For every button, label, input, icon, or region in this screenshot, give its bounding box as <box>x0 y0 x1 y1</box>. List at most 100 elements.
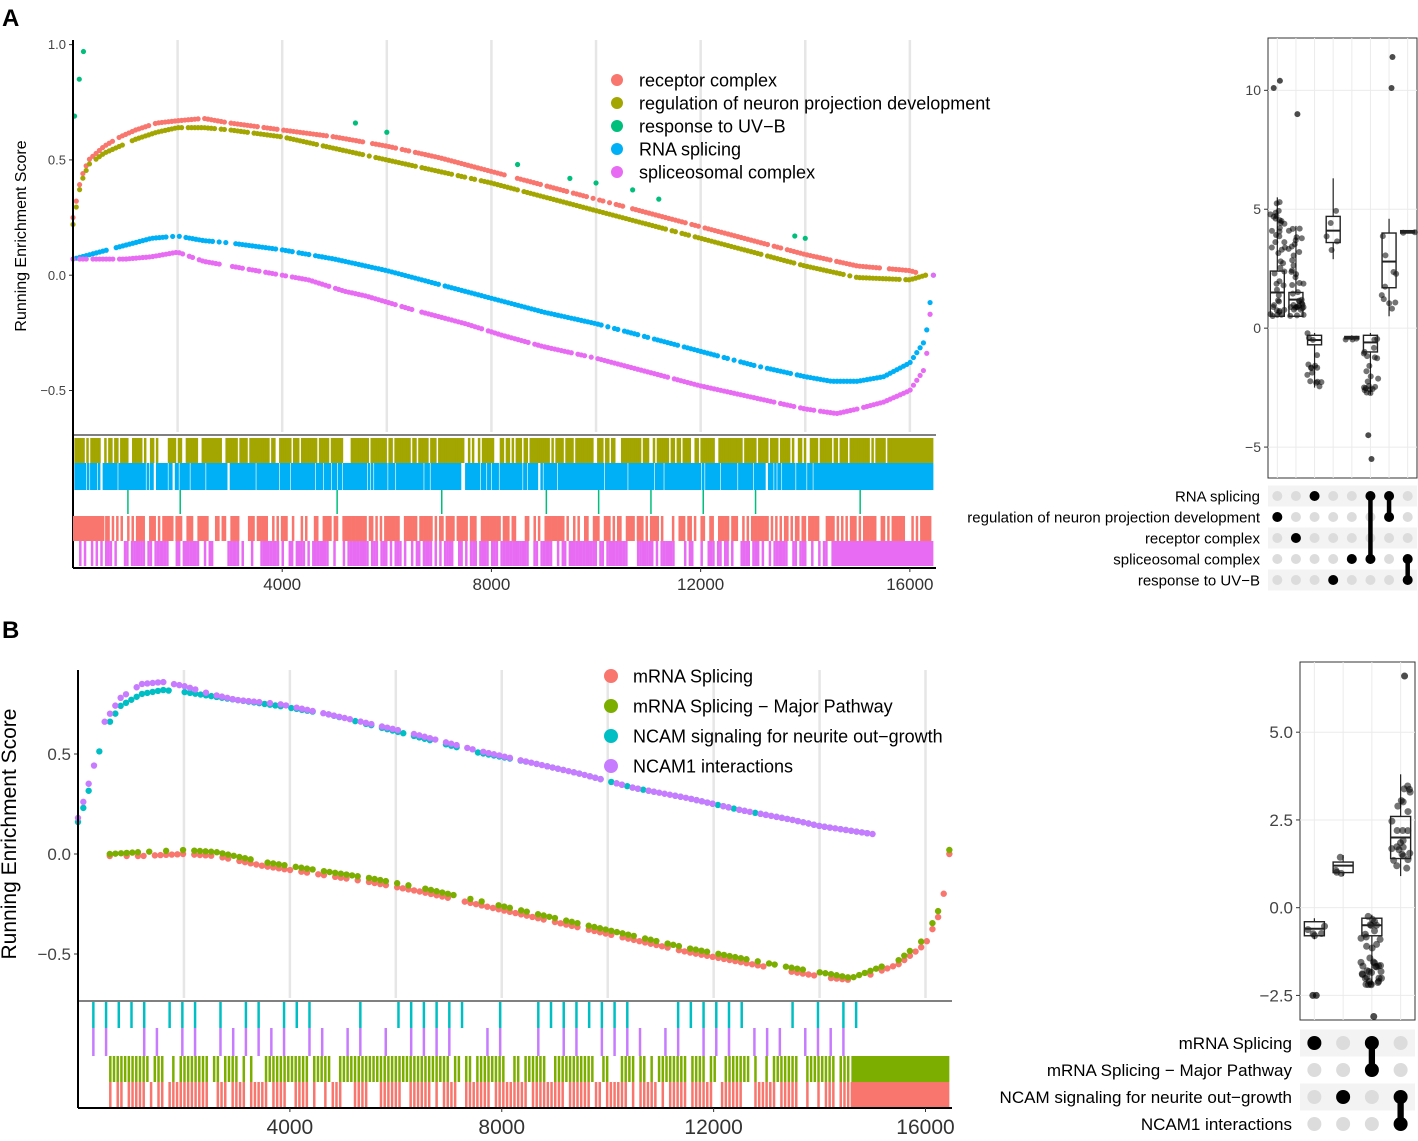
legend: receptor complex regulation of neuron pro… <box>611 70 990 182</box>
data-point <box>837 825 844 833</box>
matrix-dot-active <box>1336 1090 1351 1104</box>
data-point <box>624 782 631 790</box>
data-point <box>256 698 263 706</box>
data-point <box>140 852 147 860</box>
matrix-dot <box>1307 1117 1322 1131</box>
box <box>1381 232 1397 289</box>
set-label: regulation of neuron projection developm… <box>967 509 1261 526</box>
data-point <box>907 387 913 393</box>
data-point <box>1296 249 1303 256</box>
data-point <box>1333 207 1340 214</box>
data-point <box>889 963 897 970</box>
data-point <box>588 354 594 360</box>
data-point <box>675 942 683 950</box>
data-point <box>748 961 756 968</box>
x-tick-label: 4000 <box>263 575 301 594</box>
data-point <box>736 806 743 813</box>
data-point <box>298 705 306 712</box>
data-point <box>867 967 874 974</box>
data-point <box>360 151 366 158</box>
data-point <box>405 882 412 889</box>
panel-B-boxplot-upset: 5.0 2.5 0.0 −2.5 mRNA Splicing mRNA Splicing … <box>1000 661 1416 1134</box>
data-point <box>273 271 279 277</box>
data-point <box>180 251 186 257</box>
data-point <box>544 763 551 770</box>
series-3 <box>70 233 936 384</box>
data-point <box>80 175 86 181</box>
matrix-dot <box>1328 512 1339 522</box>
data-point <box>619 930 626 937</box>
data-point <box>720 951 728 959</box>
data-point <box>273 246 279 252</box>
data-point <box>1314 352 1321 359</box>
data-point <box>581 353 588 359</box>
data-point <box>752 809 759 817</box>
data-point <box>439 889 446 896</box>
data-point <box>303 865 311 872</box>
data-point <box>489 904 497 912</box>
data-point <box>656 196 662 202</box>
data-point <box>292 863 299 871</box>
data-point <box>1380 296 1387 303</box>
series-1 <box>70 125 929 283</box>
data-point <box>261 700 268 708</box>
data-point <box>128 696 135 703</box>
matrix-dot-active <box>1346 554 1357 564</box>
data-point <box>76 182 83 188</box>
data-point <box>1294 312 1301 319</box>
data-point <box>641 935 649 942</box>
data-point <box>914 350 920 356</box>
data-point <box>365 874 373 882</box>
y-tick-label: 2.5 <box>1269 811 1293 830</box>
matrix-dot-active <box>1290 533 1301 543</box>
panel-A-enrichment-plot: 1.0 0.5 0.0 −0.5 Running Enrichment Score 400… <box>13 37 990 594</box>
data-point <box>730 805 738 812</box>
data-point <box>695 223 702 229</box>
data-point <box>467 895 474 903</box>
data-point <box>320 710 327 717</box>
matrix-dot-active <box>1272 512 1283 522</box>
set-label: receptor complex <box>1145 530 1261 547</box>
data-point <box>506 754 514 762</box>
data-point <box>768 812 775 820</box>
data-point <box>117 850 125 857</box>
data-point <box>144 689 151 697</box>
matrix-dot <box>1346 533 1357 543</box>
data-point <box>764 241 771 248</box>
data-point <box>202 848 209 855</box>
data-point <box>275 861 283 868</box>
data-point <box>138 680 146 688</box>
data-point <box>562 917 570 924</box>
data-point <box>1289 290 1296 297</box>
data-point <box>929 919 936 927</box>
data-point <box>1364 353 1371 360</box>
data-point <box>1388 305 1395 312</box>
data-point <box>1364 378 1371 385</box>
data-point <box>129 849 136 856</box>
data-point <box>272 702 279 709</box>
legend-label: spliceosomal complex <box>639 162 815 182</box>
data-point <box>698 798 706 805</box>
box-group-3 <box>1323 178 1341 260</box>
rug-3 <box>109 1082 950 1107</box>
data-point <box>693 796 700 804</box>
data-point <box>592 774 599 781</box>
data-point <box>864 829 871 837</box>
data-point <box>216 239 222 245</box>
rug-2 <box>127 490 861 514</box>
data-point <box>1290 252 1297 259</box>
data-point <box>189 254 196 261</box>
data-point <box>674 342 681 348</box>
data-point <box>377 876 384 884</box>
series-2 <box>71 48 808 241</box>
data-point <box>778 245 784 251</box>
rug-block <box>894 438 934 463</box>
data-point <box>534 911 542 918</box>
data-point <box>256 268 262 274</box>
y-tick-label: 0.0 <box>1269 899 1293 918</box>
rug-1 <box>92 1028 845 1056</box>
data-point <box>1379 233 1386 240</box>
data-point <box>101 718 108 725</box>
box-group-2 <box>1304 330 1325 390</box>
data-point <box>924 350 930 356</box>
